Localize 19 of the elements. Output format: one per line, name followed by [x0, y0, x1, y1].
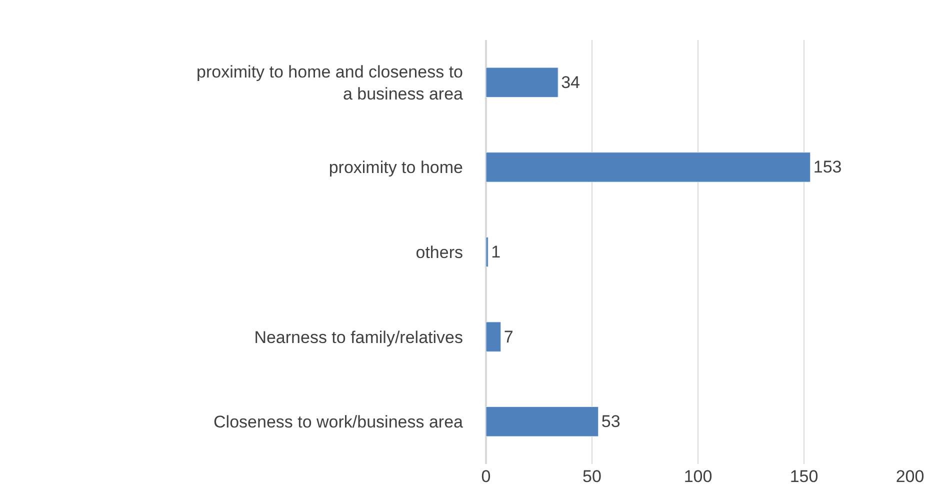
x-tick-label: 100 [684, 467, 712, 486]
data-label: 34 [561, 72, 580, 92]
data-label: 153 [813, 158, 842, 177]
y-tick-label: others [416, 242, 463, 262]
data-label: 7 [504, 327, 514, 346]
y-tick-label: proximity to home and closeness to a business area [196, 62, 464, 104]
data-label: 1 [491, 242, 501, 262]
bar [486, 322, 502, 352]
y-tick-label: Closeness to work/business area [214, 412, 464, 432]
bar [486, 67, 558, 98]
x-tick-label: 50 [582, 467, 602, 486]
x-tick-label: 150 [790, 467, 818, 486]
bar [486, 406, 599, 437]
data-label: 53 [601, 412, 620, 432]
x-tick-label: 0 [481, 467, 491, 486]
x-tick-label: 200 [896, 467, 924, 486]
y-tick-label: Nearness to family/relatives [254, 328, 463, 347]
bar [486, 152, 811, 182]
y-tick-label: proximity to home [328, 158, 463, 178]
